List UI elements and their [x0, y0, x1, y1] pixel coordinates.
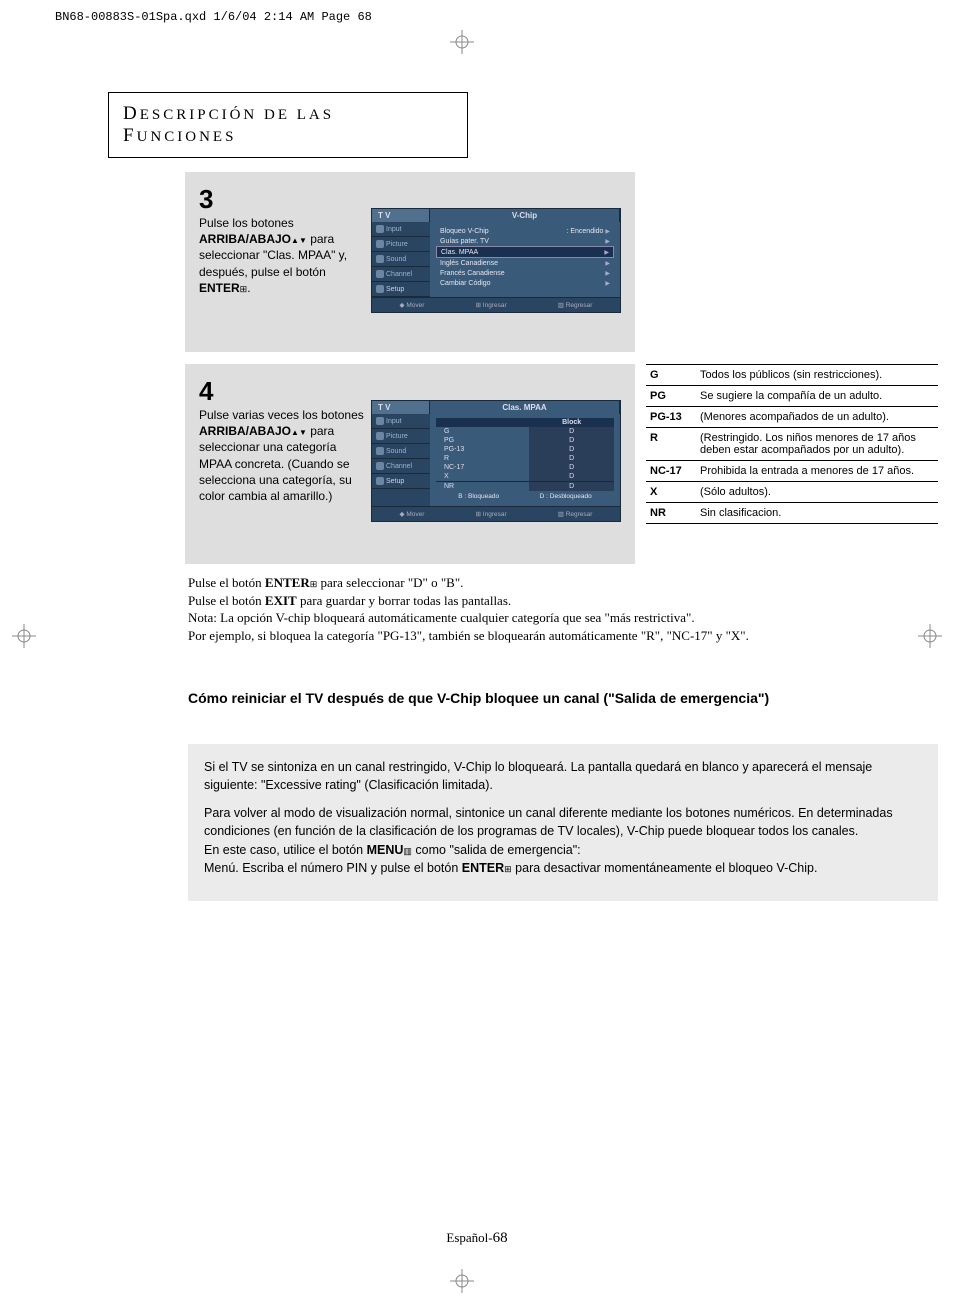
tv-tab-title: Clas. MPAA — [430, 401, 620, 414]
tv-tab-main: T V — [372, 401, 430, 414]
rating-row: PGSe sugiere la compañía de un adulto. — [646, 386, 938, 407]
tv-side-item: Input — [372, 222, 430, 237]
tv-footer: ◆ Mover⊞ Ingresar▥ Regresar — [372, 297, 620, 312]
block-row: RD — [436, 454, 614, 463]
print-header: BN68-00883S-01Spa.qxd 1/6/04 2:14 AM Pag… — [55, 10, 372, 24]
registration-mark-icon — [450, 1269, 474, 1293]
rating-row: NRSin clasificacion. — [646, 503, 938, 524]
tv-side-item: Setup — [372, 474, 430, 489]
menu-row: Clas. MPAA ▶ — [436, 246, 614, 258]
rating-row: X(Sólo adultos). — [646, 482, 938, 503]
tv-side-item: Picture — [372, 429, 430, 444]
step-3-panel: 3 Pulse los botones ARRIBA/ABAJO para se… — [185, 172, 635, 352]
page-footer: Español-68 — [0, 1230, 954, 1247]
tv-side-item: Input — [372, 414, 430, 429]
subheading: Cómo reiniciar el TV después de que V-Ch… — [188, 690, 938, 706]
tv-footer: ◆ Mover⊞ Ingresar▥ Regresar — [372, 506, 620, 521]
registration-mark-icon — [450, 30, 474, 54]
block-legend: B : BloqueadoD : Desbloqueado — [436, 491, 614, 502]
menu-icon — [403, 843, 412, 857]
step-4-text: Pulse varias veces los botones ARRIBA/AB… — [199, 407, 369, 504]
info-p2: Para volver al modo de visualización nor… — [204, 804, 922, 877]
step-3-text: Pulse los botones ARRIBA/ABAJO para sele… — [199, 215, 369, 296]
tv-side-item: Picture — [372, 237, 430, 252]
menu-row: Bloqueo V-Chip: Encendido ▶ — [436, 226, 614, 236]
rating-row: R(Restringido. Los niños menores de 17 a… — [646, 428, 938, 461]
tv-side-item: Sound — [372, 444, 430, 459]
block-row-nr: NRD — [436, 482, 614, 492]
enter-icon — [504, 861, 512, 875]
block-row: PG-13D — [436, 445, 614, 454]
registration-mark-icon — [12, 624, 36, 648]
tv-content: Block GDPGDPG-13DRDNC-17DXDNRD B : Bloqu… — [430, 414, 620, 506]
tv-menu-mpaa: T V Clas. MPAA InputPictureSoundChannelS… — [371, 400, 621, 522]
block-table: Block GDPGDPG-13DRDNC-17DXDNRD — [436, 418, 614, 491]
down-triangle-icon — [299, 232, 307, 246]
up-triangle-icon — [291, 424, 299, 438]
tv-menu-vchip: T V V-Chip InputPictureSoundChannelSetup… — [371, 208, 621, 313]
tv-side-item: Channel — [372, 459, 430, 474]
tv-sidebar: InputPictureSoundChannelSetup — [372, 414, 430, 506]
rating-row: NC-17Prohibida la entrada a menores de 1… — [646, 461, 938, 482]
tv-content: Bloqueo V-Chip: Encendido ▶Guías pater. … — [430, 222, 620, 297]
block-row: NC-17D — [436, 463, 614, 472]
info-p1: Si el TV se sintoniza en un canal restri… — [204, 758, 922, 794]
step-4-panel: 4 Pulse varias veces los botones ARRIBA/… — [185, 364, 635, 564]
menu-row: Inglés Canadiense ▶ — [436, 258, 614, 268]
block-row: XD — [436, 472, 614, 482]
info-box: Si el TV se sintoniza en un canal restri… — [188, 744, 938, 901]
rating-row: PG-13(Menores acompañados de un adulto). — [646, 407, 938, 428]
menu-row: Guías pater. TV ▶ — [436, 236, 614, 246]
block-row: GD — [436, 427, 614, 436]
tv-tab-title: V-Chip — [430, 209, 620, 222]
menu-row: Cambiar Código ▶ — [436, 278, 614, 288]
block-row: PGD — [436, 436, 614, 445]
tv-side-item: Sound — [372, 252, 430, 267]
ratings-table: GTodos los públicos (sin restricciones).… — [646, 364, 938, 524]
tv-side-item: Setup — [372, 282, 430, 297]
below-text: Pulse el botón ENTER para seleccionar "D… — [188, 574, 938, 644]
section-title: DESCRIPCIÓN DE LAS FUNCIONES — [123, 107, 334, 145]
tv-sidebar: InputPictureSoundChannelSetup — [372, 222, 430, 297]
section-heading-box: DESCRIPCIÓN DE LAS FUNCIONES — [108, 92, 468, 158]
tv-side-item: Channel — [372, 267, 430, 282]
tv-tab-main: T V — [372, 209, 430, 222]
down-triangle-icon — [299, 424, 307, 438]
menu-row: Francés Canadiense ▶ — [436, 268, 614, 278]
rating-row: GTodos los públicos (sin restricciones). — [646, 365, 938, 386]
up-triangle-icon — [291, 232, 299, 246]
